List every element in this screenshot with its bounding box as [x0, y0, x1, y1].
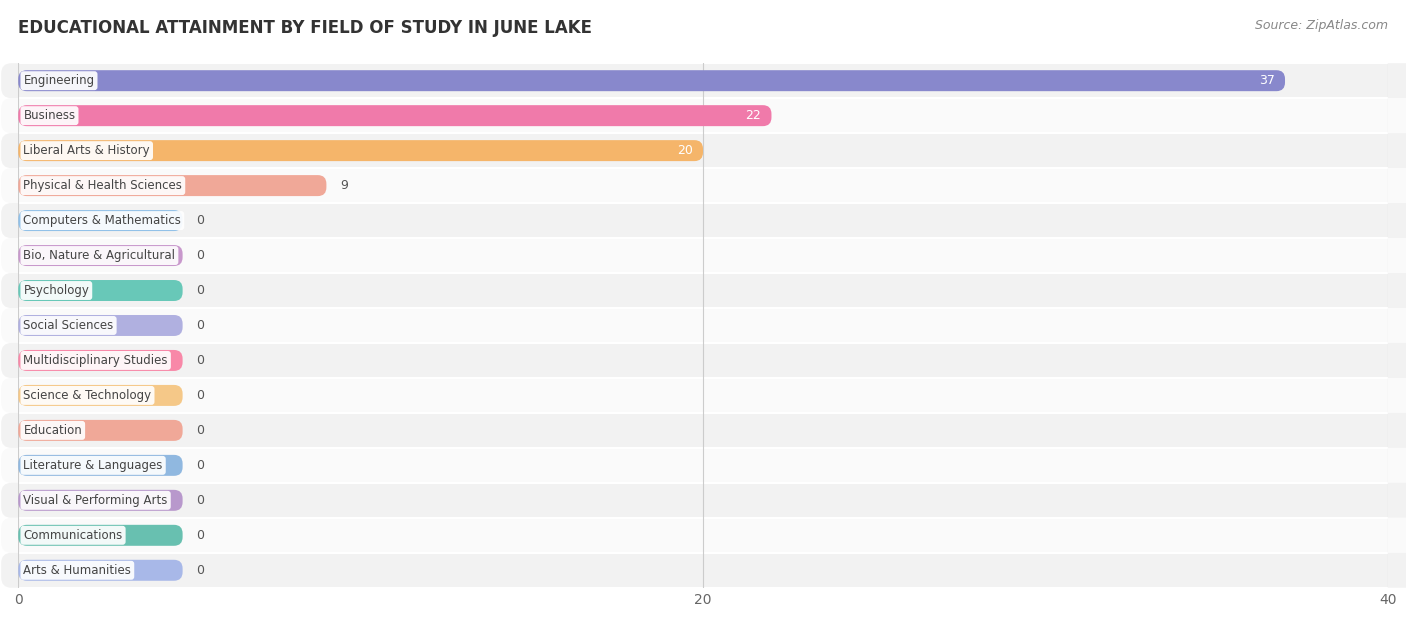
Text: 0: 0 — [197, 494, 204, 507]
FancyBboxPatch shape — [18, 560, 183, 581]
Text: Business: Business — [24, 109, 76, 122]
Text: Liberal Arts & History: Liberal Arts & History — [24, 144, 150, 157]
Text: 0: 0 — [197, 389, 204, 402]
Text: 0: 0 — [197, 319, 204, 332]
FancyBboxPatch shape — [18, 420, 183, 441]
FancyBboxPatch shape — [18, 245, 183, 266]
FancyBboxPatch shape — [18, 315, 183, 336]
FancyBboxPatch shape — [1, 238, 1406, 273]
Text: Communications: Communications — [24, 529, 122, 542]
Text: Arts & Humanities: Arts & Humanities — [24, 564, 131, 577]
FancyBboxPatch shape — [1, 98, 1406, 133]
FancyBboxPatch shape — [1, 308, 1406, 343]
FancyBboxPatch shape — [18, 210, 183, 231]
Text: 0: 0 — [197, 214, 204, 227]
FancyBboxPatch shape — [1, 413, 1406, 448]
FancyBboxPatch shape — [18, 385, 183, 406]
Text: 0: 0 — [197, 249, 204, 262]
Text: 0: 0 — [197, 424, 204, 437]
Text: Bio, Nature & Agricultural: Bio, Nature & Agricultural — [24, 249, 176, 262]
Text: Literature & Languages: Literature & Languages — [24, 459, 163, 472]
FancyBboxPatch shape — [18, 70, 1285, 91]
Text: Computers & Mathematics: Computers & Mathematics — [24, 214, 181, 227]
FancyBboxPatch shape — [18, 350, 183, 371]
Text: Visual & Performing Arts: Visual & Performing Arts — [24, 494, 167, 507]
FancyBboxPatch shape — [1, 448, 1406, 483]
FancyBboxPatch shape — [1, 203, 1406, 238]
FancyBboxPatch shape — [18, 490, 183, 511]
FancyBboxPatch shape — [18, 175, 326, 196]
FancyBboxPatch shape — [18, 105, 772, 126]
Text: 0: 0 — [197, 564, 204, 577]
FancyBboxPatch shape — [1, 553, 1406, 588]
FancyBboxPatch shape — [1, 273, 1406, 308]
Text: Education: Education — [24, 424, 82, 437]
Text: Psychology: Psychology — [24, 284, 90, 297]
Text: 20: 20 — [676, 144, 693, 157]
Text: 0: 0 — [197, 529, 204, 542]
Text: 0: 0 — [197, 354, 204, 367]
FancyBboxPatch shape — [1, 63, 1406, 98]
FancyBboxPatch shape — [18, 140, 703, 161]
Text: Source: ZipAtlas.com: Source: ZipAtlas.com — [1254, 19, 1388, 32]
Text: Science & Technology: Science & Technology — [24, 389, 152, 402]
FancyBboxPatch shape — [1, 343, 1406, 378]
FancyBboxPatch shape — [1, 378, 1406, 413]
Text: 0: 0 — [197, 284, 204, 297]
Text: Engineering: Engineering — [24, 74, 94, 87]
Text: 37: 37 — [1258, 74, 1275, 87]
FancyBboxPatch shape — [18, 280, 183, 301]
Text: 0: 0 — [197, 459, 204, 472]
FancyBboxPatch shape — [18, 525, 183, 546]
Text: Multidisciplinary Studies: Multidisciplinary Studies — [24, 354, 167, 367]
Text: 9: 9 — [340, 179, 347, 192]
FancyBboxPatch shape — [1, 168, 1406, 203]
Text: Social Sciences: Social Sciences — [24, 319, 114, 332]
FancyBboxPatch shape — [1, 133, 1406, 168]
FancyBboxPatch shape — [1, 518, 1406, 553]
Text: Physical & Health Sciences: Physical & Health Sciences — [24, 179, 183, 192]
FancyBboxPatch shape — [1, 483, 1406, 518]
FancyBboxPatch shape — [18, 455, 183, 476]
Text: EDUCATIONAL ATTAINMENT BY FIELD OF STUDY IN JUNE LAKE: EDUCATIONAL ATTAINMENT BY FIELD OF STUDY… — [18, 19, 592, 37]
Text: 22: 22 — [745, 109, 761, 122]
